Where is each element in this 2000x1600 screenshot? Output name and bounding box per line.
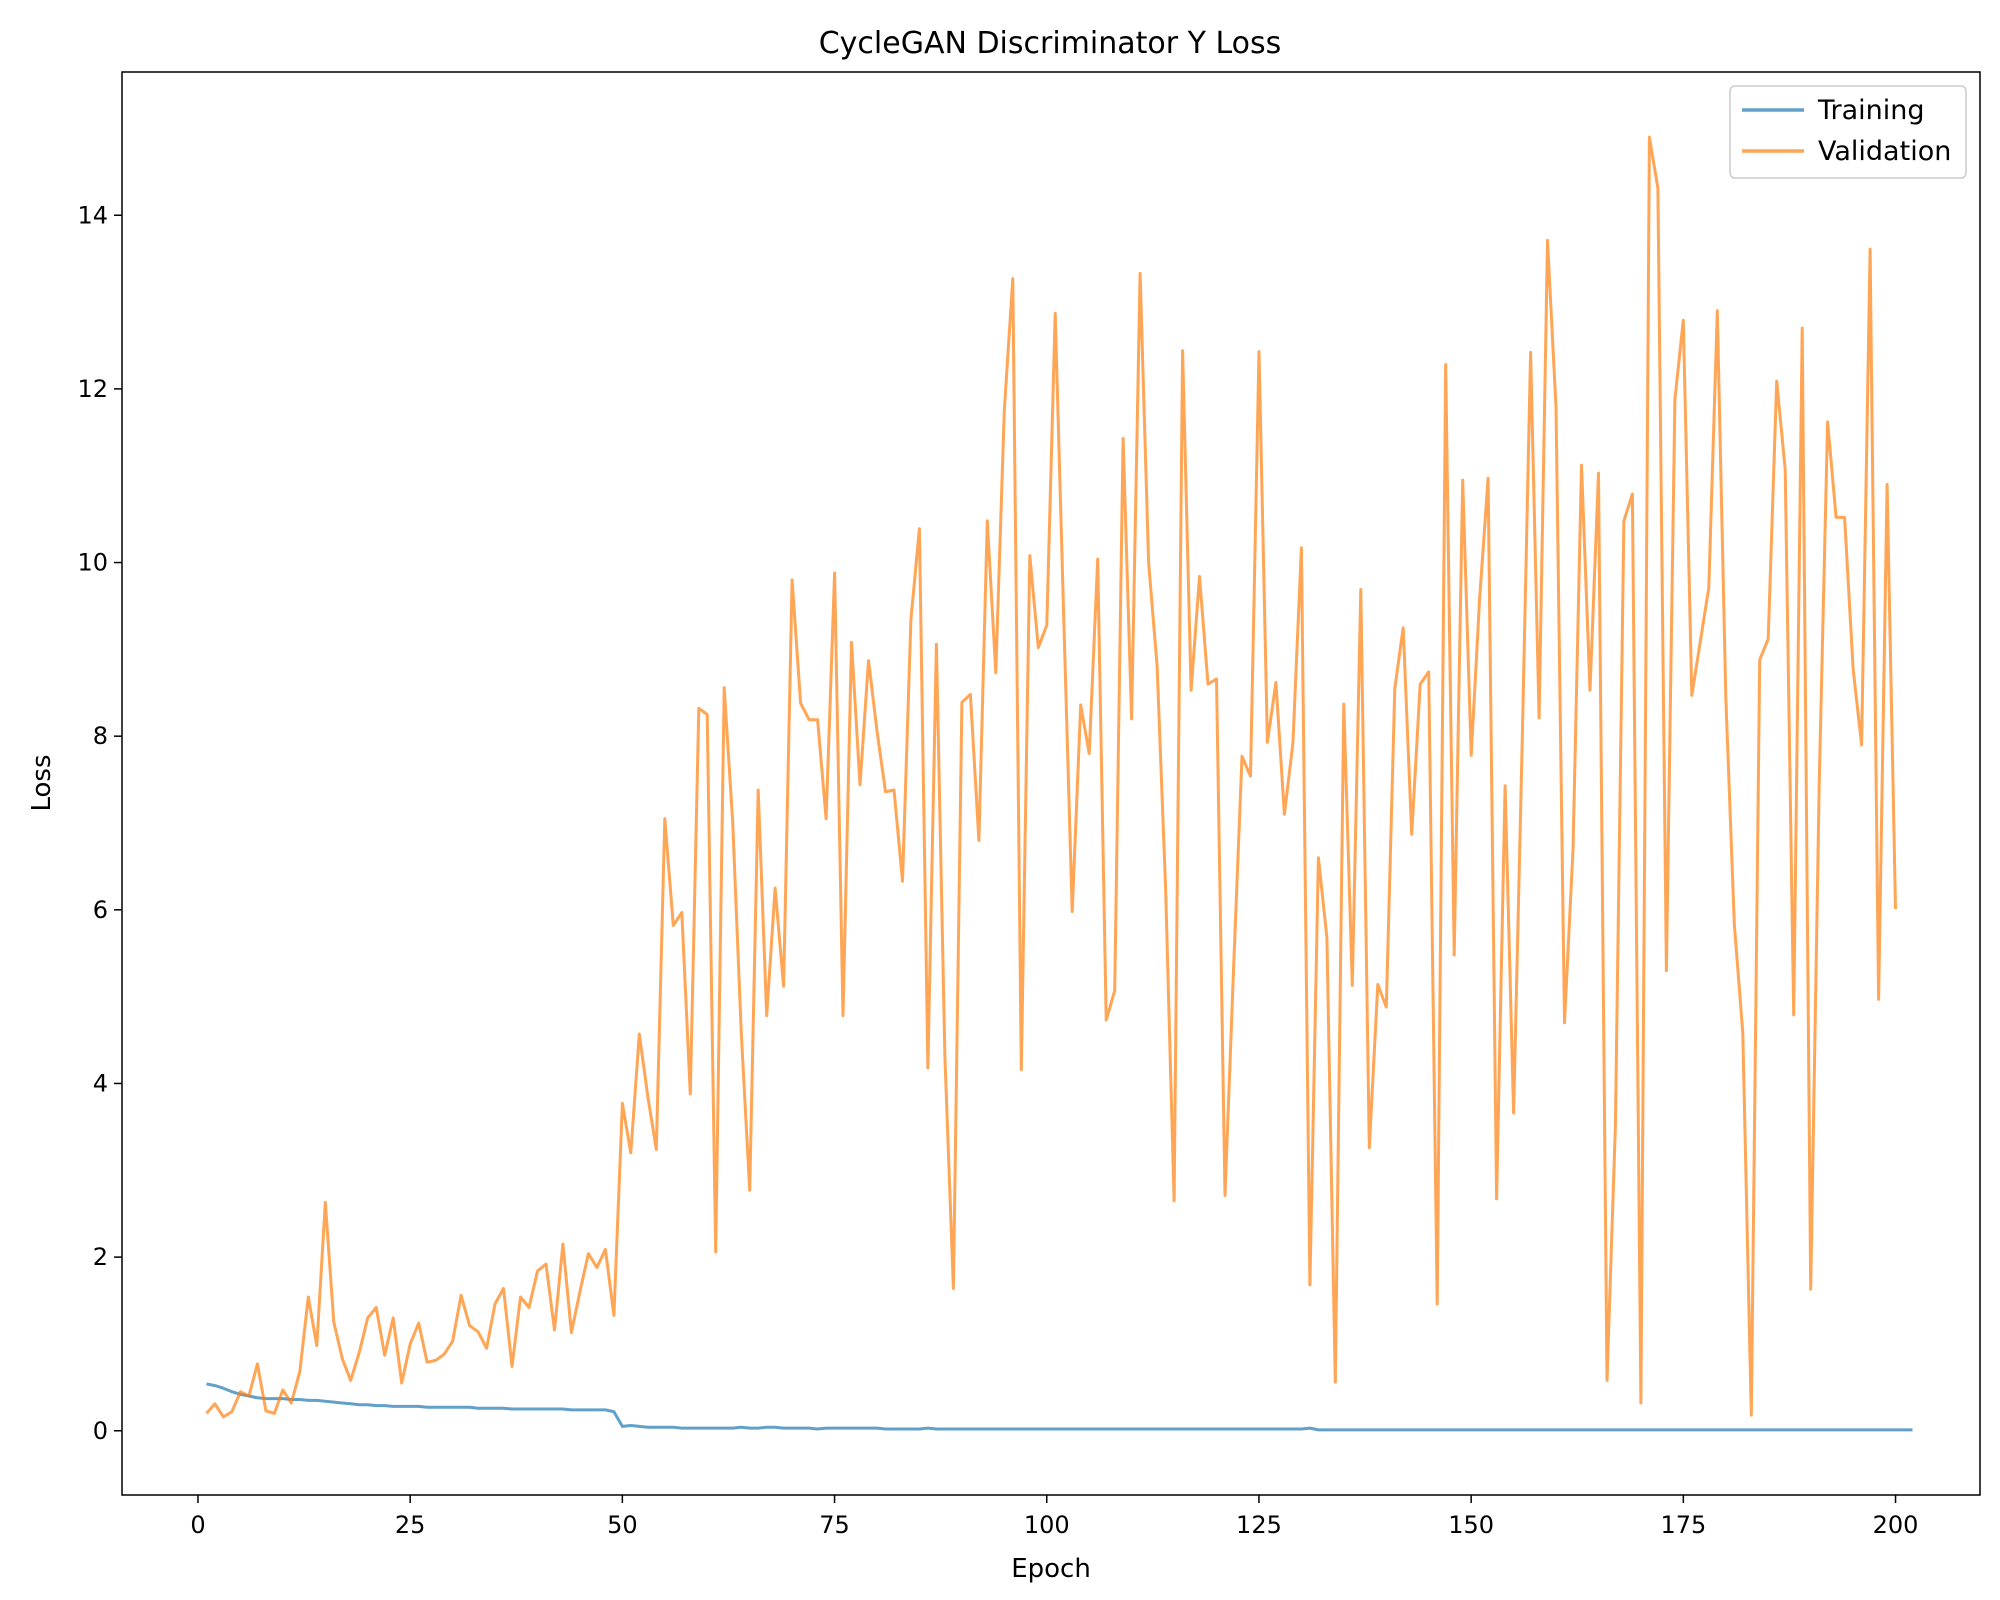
x-tick-label: 175: [1660, 1511, 1706, 1539]
y-axis-label: Loss: [27, 754, 57, 811]
y-tick-label: 6: [93, 896, 108, 924]
y-tick-label: 2: [93, 1243, 108, 1271]
series-line-training: [206, 1382, 1913, 1432]
y-axis-ticks: 0 2 4 6 8 10 12 14: [77, 201, 122, 1445]
x-tick-label: 0: [190, 1511, 205, 1539]
x-axis-ticks: 0 25 50 75 100 125 150 175 200: [190, 1495, 1918, 1539]
plot-frame: [121, 71, 1981, 1496]
x-tick-label: 150: [1448, 1511, 1494, 1539]
y-tick-label: 0: [93, 1417, 108, 1445]
y-tick-label: 10: [77, 549, 108, 577]
x-tick-label: 25: [395, 1511, 426, 1539]
chart-title: CycleGAN Discriminator Y Loss: [819, 26, 1282, 61]
x-tick-label: 100: [1024, 1511, 1070, 1539]
x-tick-label: 125: [1236, 1511, 1282, 1539]
legend: Training Validation: [1729, 85, 1967, 179]
y-tick-label: 4: [93, 1069, 108, 1097]
legend-label-training: Training: [1817, 95, 1925, 126]
y-tick-label: 14: [77, 201, 108, 229]
y-tick-label: 8: [93, 722, 108, 750]
x-tick-label: 75: [819, 1511, 850, 1539]
legend-label-validation: Validation: [1818, 136, 1951, 167]
series-line-validation: [205, 135, 1897, 1419]
x-axis-label: Epoch: [1011, 1554, 1091, 1584]
y-tick-label: 12: [77, 375, 108, 403]
x-tick-label: 50: [607, 1511, 638, 1539]
x-tick-label: 200: [1873, 1511, 1919, 1539]
series-lines: [205, 135, 1913, 1432]
plot-area: 0 25 50 75 100 125 150 175 200 0 2 4 6 8 10 12 14: [77, 71, 1981, 1539]
